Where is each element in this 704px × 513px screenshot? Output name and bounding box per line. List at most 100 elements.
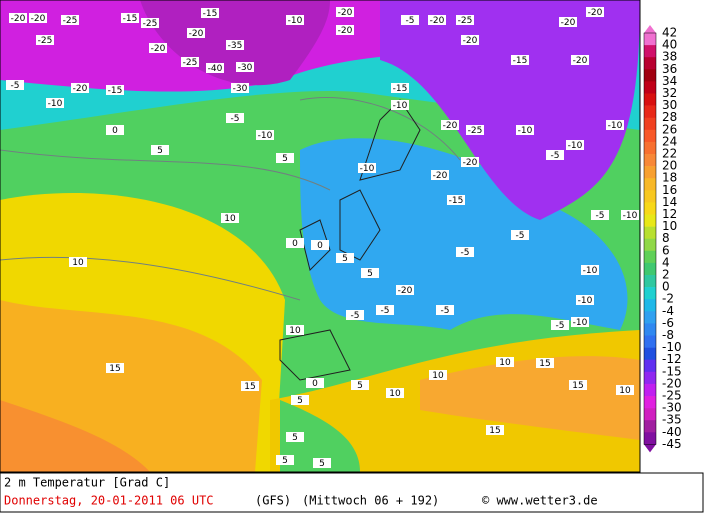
map-label: 15 bbox=[539, 359, 550, 369]
legend-swatch bbox=[644, 93, 656, 106]
map-label: -20 bbox=[430, 16, 445, 26]
footer-variable: 2 m Temperatur [Grad C] bbox=[4, 476, 170, 490]
label-box bbox=[121, 13, 139, 23]
map-frame bbox=[0, 0, 641, 473]
label-box bbox=[336, 253, 354, 263]
legend-arrow bbox=[644, 444, 656, 453]
label-box bbox=[313, 458, 331, 468]
warm-zone bbox=[0, 400, 150, 472]
legend-swatch bbox=[644, 371, 656, 385]
map bbox=[0, 0, 640, 472]
label-box bbox=[36, 35, 54, 45]
map-label: -5 bbox=[11, 81, 20, 91]
map-label: -10 bbox=[360, 164, 375, 174]
map-label: -20 bbox=[588, 8, 603, 18]
map-label: -20 bbox=[433, 171, 448, 181]
map-label: -20 bbox=[73, 84, 88, 94]
map-label: 15 bbox=[489, 426, 500, 436]
label-box bbox=[29, 13, 47, 23]
legend-label: 18 bbox=[662, 171, 677, 185]
legend-label: 42 bbox=[662, 26, 677, 40]
coastline bbox=[279, 99, 421, 381]
label-box bbox=[141, 18, 159, 28]
map-label: 0 bbox=[112, 126, 118, 136]
legend-label: 22 bbox=[662, 147, 677, 161]
map-label: -10 bbox=[578, 296, 593, 306]
map-label: -5 bbox=[381, 306, 390, 316]
legend-label: 38 bbox=[662, 50, 677, 64]
legend-swatch bbox=[644, 250, 656, 264]
footer-source: © www.wetter3.de bbox=[482, 494, 598, 508]
map-label: 5 bbox=[319, 459, 325, 469]
legend-label: -10 bbox=[662, 340, 682, 354]
legend-label: 36 bbox=[662, 62, 677, 76]
label-box bbox=[441, 120, 459, 130]
map-label: -15 bbox=[393, 84, 408, 94]
map-label: -10 bbox=[568, 141, 583, 151]
legend-label: 6 bbox=[662, 243, 670, 257]
label-box bbox=[336, 25, 354, 35]
map-label: -15 bbox=[123, 14, 138, 24]
map-label: -10 bbox=[573, 318, 588, 328]
color-legend: 424038363432302826242220181614121086420-… bbox=[643, 25, 682, 453]
cold-zone bbox=[300, 138, 628, 330]
legend-label: -35 bbox=[662, 413, 682, 427]
label-box bbox=[621, 210, 639, 220]
legend-label: -6 bbox=[662, 316, 674, 330]
label-box bbox=[396, 285, 414, 295]
label-box bbox=[516, 125, 534, 135]
legend-label: 16 bbox=[662, 183, 677, 197]
label-box bbox=[46, 98, 64, 108]
label-box bbox=[226, 113, 244, 123]
map-label: -20 bbox=[151, 44, 166, 54]
legend-label: -20 bbox=[662, 376, 682, 390]
legend-swatch bbox=[644, 347, 656, 360]
label-box bbox=[536, 358, 554, 368]
land-zone bbox=[280, 400, 360, 472]
label-box bbox=[376, 305, 394, 315]
map-label: 0 bbox=[292, 239, 298, 249]
map-label: 0 bbox=[312, 379, 318, 389]
label-box bbox=[551, 320, 569, 330]
legend-swatch bbox=[644, 57, 656, 70]
label-box bbox=[346, 310, 364, 320]
map-label: 10 bbox=[619, 386, 631, 396]
label-box bbox=[566, 140, 584, 150]
legend-label: 28 bbox=[662, 110, 677, 124]
legend-swatch bbox=[644, 420, 656, 433]
legend-swatch bbox=[644, 311, 656, 324]
footer-date: Donnerstag, 20-01-2011 06 UTC bbox=[4, 494, 214, 508]
label-box bbox=[276, 153, 294, 163]
label-box bbox=[206, 63, 224, 73]
label-box bbox=[276, 455, 294, 465]
label-box bbox=[286, 325, 304, 335]
map-label: -20 bbox=[463, 158, 478, 168]
map-label: 15 bbox=[109, 364, 120, 374]
map-label: 5 bbox=[297, 396, 303, 406]
map-label: -25 bbox=[63, 16, 78, 26]
map-label: -40 bbox=[208, 64, 223, 74]
label-box bbox=[386, 388, 404, 398]
legend-swatch bbox=[644, 129, 656, 143]
map-label: 5 bbox=[157, 146, 163, 156]
map-label: -20 bbox=[463, 36, 478, 46]
legend-label: 0 bbox=[662, 280, 670, 294]
legend-swatch bbox=[644, 359, 656, 373]
legend-swatch bbox=[644, 287, 656, 300]
legend-label: 26 bbox=[662, 122, 677, 136]
legend-label: 12 bbox=[662, 207, 677, 221]
label-box bbox=[151, 145, 169, 155]
map-label: 5 bbox=[357, 381, 363, 391]
label-box bbox=[187, 28, 205, 38]
map-label: -5 bbox=[461, 248, 470, 258]
label-box bbox=[466, 125, 484, 135]
map-label: -5 bbox=[556, 321, 565, 331]
label-box bbox=[461, 157, 479, 167]
legend-swatch bbox=[644, 81, 656, 94]
legend-label: 8 bbox=[662, 231, 670, 245]
legend-label: -15 bbox=[662, 364, 682, 378]
map-label: -15 bbox=[513, 56, 528, 66]
label-box bbox=[231, 83, 249, 93]
map-label: -20 bbox=[573, 56, 588, 66]
map-label: 5 bbox=[282, 456, 288, 466]
